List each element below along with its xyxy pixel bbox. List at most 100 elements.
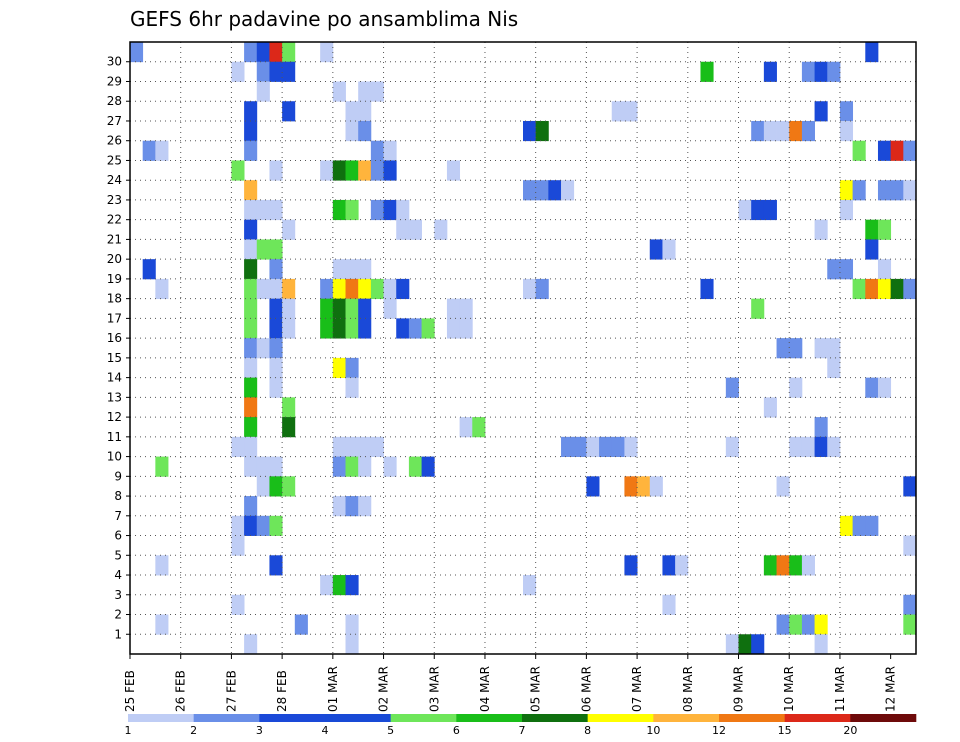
heatmap-cell [345,496,359,517]
heatmap-cell [370,160,384,181]
heatmap-cell [345,634,359,655]
heatmap-cell [256,476,270,497]
heatmap-cell [890,278,904,300]
heatmap-cell [396,318,410,339]
heatmap-cell [789,436,803,457]
heatmap-cell [738,199,752,221]
heatmap-cell [649,476,663,497]
heatmap-cell [282,397,296,418]
colorbar-label: 15 [778,724,792,737]
heatmap-cell [523,575,537,596]
heatmap-cell [776,338,790,359]
heatmap-cell [751,298,765,319]
heatmap-cell [332,318,346,339]
y-tick-label: 11 [107,430,122,444]
y-tick-label: 8 [114,489,122,503]
heatmap-cell [142,140,156,161]
heatmap-cell [345,199,359,221]
colorbar-swatch [325,714,391,722]
heatmap-cell [814,436,828,457]
colorbar-swatch [128,714,194,722]
heatmap-cell [383,199,397,221]
heatmap-cell [446,318,461,339]
heatmap-cell [345,259,359,280]
heatmap-cell [244,180,258,201]
heatmap-cell [877,180,892,201]
heatmap-cell [320,160,334,181]
x-tick-label: 01 MAR [326,666,340,712]
y-tick-label: 15 [107,351,122,365]
colorbar-swatch [587,714,654,722]
heatmap-cell [827,61,841,82]
heatmap-cell [383,140,397,161]
heatmap-cell [345,456,359,477]
heatmap-cell [624,476,638,497]
heatmap-cell [903,140,917,161]
heatmap-cell [814,101,828,122]
heatmap-cell [383,160,397,181]
heatmap-cell [801,614,815,635]
heatmap-cell [383,298,397,319]
heatmap-cell [827,259,841,280]
colorbar-swatch [653,714,720,722]
y-tick-label: 25 [107,153,122,167]
heatmap-cell [155,140,169,161]
heatmap-cell [370,140,384,161]
heatmap-cell [155,555,169,576]
heatmap-cell [345,436,359,457]
colorbar-label: 12 [712,724,726,737]
heatmap-cell [358,436,372,457]
heatmap-cell [877,377,892,398]
heatmap-cell [877,278,892,300]
heatmap-cell [282,278,296,300]
heatmap-cell [839,199,854,221]
heatmap-cell [763,120,777,142]
colorbar-label: 4 [322,724,329,737]
heatmap-cell [827,436,841,457]
heatmap-cell [865,377,879,398]
y-tick-label: 5 [114,548,122,562]
heatmap-cell [827,357,841,379]
heatmap-cell [269,456,283,477]
y-tick-label: 20 [107,252,122,266]
heatmap-cell [358,81,372,102]
heatmap-cell [472,417,486,438]
y-tick-label: 28 [107,94,122,108]
colorbar-swatch [259,714,326,722]
colorbar-swatch [456,714,523,722]
heatmap-cell [345,298,359,319]
gridlines [130,42,916,654]
heatmap-cell [903,476,917,497]
heatmap-cell [523,180,537,201]
heatmap-cell [256,515,270,536]
heatmap-cell [244,357,258,379]
heatmap-cell [396,219,410,240]
heatmap-cells [130,42,917,655]
heatmap-cell [903,614,917,635]
x-tick-label: 09 MAR [732,666,746,712]
heatmap-cell [244,219,258,240]
heatmap-cell [345,357,359,379]
y-axis: 1234567891011121314151617181920212223242… [107,55,130,641]
heatmap-cell [611,101,625,122]
heatmap-cell [738,634,752,655]
heatmap-cell [852,180,866,201]
heatmap-cell [332,259,346,280]
heatmap-cell [244,634,258,655]
heatmap-cell [865,42,879,63]
heatmap-cell [282,417,296,438]
colorbar-swatch [193,714,260,722]
heatmap-cell [459,417,473,438]
y-tick-label: 13 [107,390,122,404]
heatmap-cell [789,555,803,576]
y-tick-label: 27 [107,114,122,128]
heatmap-cell [269,61,283,82]
heatmap-cell [269,318,283,339]
x-tick-label: 25 FEB [123,670,137,712]
x-tick-label: 28 FEB [275,670,289,712]
heatmap-cell [408,219,422,240]
heatmap-cell [801,436,815,457]
heatmap-cell [345,101,359,122]
heatmap-cell [700,278,714,300]
heatmap-cell [903,535,917,556]
